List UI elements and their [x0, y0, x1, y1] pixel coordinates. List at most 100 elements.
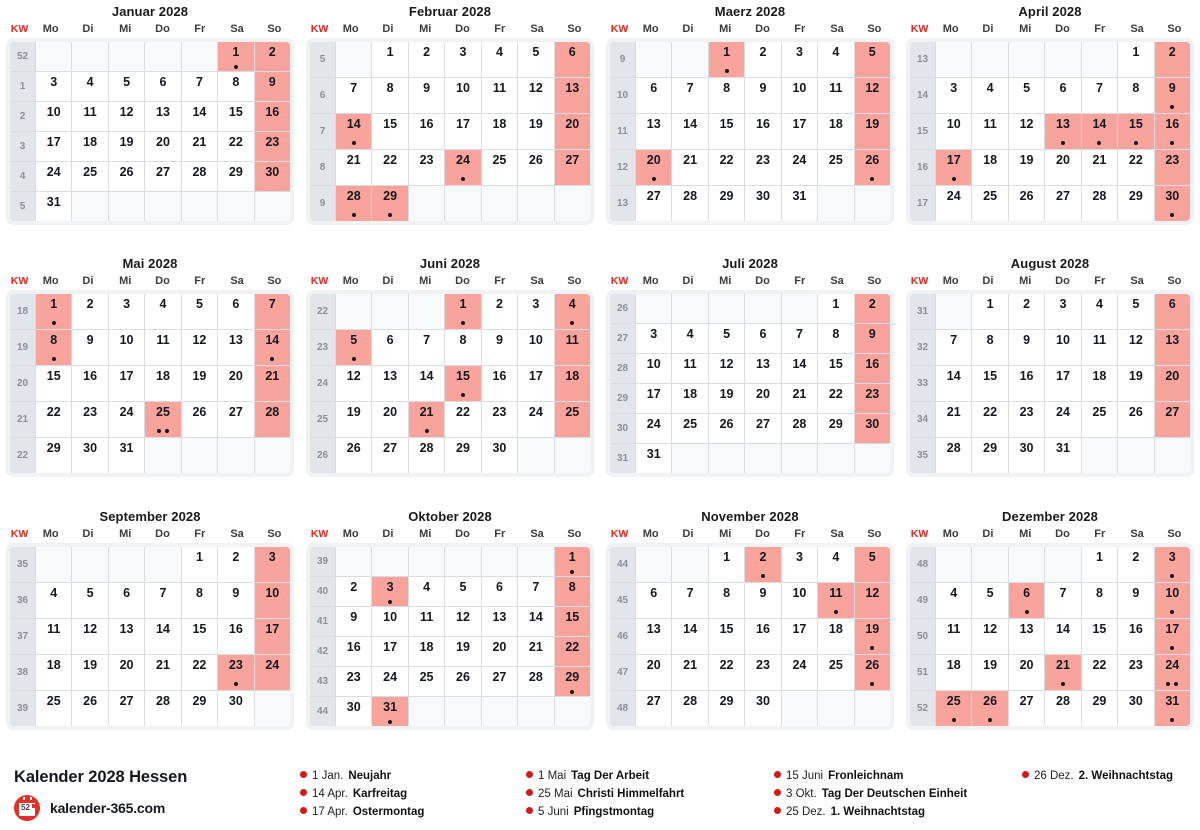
day-cell[interactable]: 1	[818, 294, 854, 323]
day-cell-highlighted[interactable]: 28	[336, 186, 372, 221]
day-cell[interactable]: 5	[708, 324, 745, 353]
day-cell[interactable]: 26	[518, 150, 554, 185]
day-cell[interactable]: 24	[781, 150, 818, 185]
day-cell[interactable]: 29	[1118, 186, 1154, 221]
day-cell-highlighted[interactable]: 9	[854, 324, 890, 353]
day-cell[interactable]: 16	[408, 114, 445, 149]
day-cell[interactable]: 13	[636, 619, 672, 654]
day-cell[interactable]: 31	[636, 444, 672, 473]
day-cell-highlighted[interactable]: 3	[254, 547, 290, 582]
day-cell[interactable]: 20	[108, 655, 145, 690]
day-cell[interactable]: 28	[936, 438, 972, 473]
day-cell-highlighted[interactable]: 6	[1008, 583, 1045, 618]
day-cell-highlighted[interactable]: 17	[1154, 619, 1190, 654]
day-cell[interactable]: 28	[781, 414, 818, 443]
day-cell[interactable]: 8	[181, 583, 218, 618]
day-cell-highlighted[interactable]: 24	[1154, 655, 1190, 690]
day-cell[interactable]: 17	[781, 114, 818, 149]
day-cell[interactable]: 4	[408, 577, 445, 606]
day-cell[interactable]: 9	[745, 78, 781, 113]
day-cell-highlighted[interactable]: 21	[408, 402, 445, 437]
day-cell[interactable]: 11	[145, 330, 181, 365]
day-cell[interactable]: 13	[108, 619, 145, 654]
day-cell[interactable]: 17	[518, 366, 554, 401]
day-cell[interactable]: 19	[108, 132, 145, 161]
day-cell[interactable]: 10	[108, 330, 145, 365]
day-cell[interactable]: 8	[445, 330, 481, 365]
day-cell[interactable]: 3	[936, 78, 972, 113]
day-cell[interactable]: 23	[1118, 655, 1154, 690]
day-cell[interactable]: 7	[781, 324, 818, 353]
day-cell[interactable]: 26	[181, 402, 218, 437]
day-cell[interactable]: 2	[72, 294, 108, 329]
day-cell[interactable]: 22	[1081, 655, 1118, 690]
day-cell[interactable]: 3	[108, 294, 145, 329]
day-cell[interactable]: 7	[1045, 583, 1081, 618]
day-cell[interactable]: 14	[145, 619, 181, 654]
day-cell[interactable]: 21	[781, 384, 818, 413]
day-cell-highlighted[interactable]: 11	[554, 330, 590, 365]
day-cell[interactable]: 14	[672, 114, 708, 149]
day-cell[interactable]: 2	[336, 577, 372, 606]
day-cell[interactable]: 11	[36, 619, 72, 654]
day-cell-highlighted[interactable]: 17	[936, 150, 972, 185]
day-cell[interactable]: 7	[518, 577, 554, 606]
day-cell-highlighted[interactable]: 28	[254, 402, 290, 437]
day-cell[interactable]: 12	[1008, 114, 1045, 149]
day-cell[interactable]: 30	[72, 438, 108, 473]
day-cell[interactable]: 18	[408, 637, 445, 666]
day-cell[interactable]: 5	[445, 577, 481, 606]
day-cell[interactable]: 6	[218, 294, 254, 329]
day-cell-highlighted[interactable]: 8	[36, 330, 72, 365]
day-cell[interactable]: 8	[818, 324, 854, 353]
day-cell[interactable]: 23	[336, 667, 372, 696]
day-cell[interactable]: 7	[672, 583, 708, 618]
day-cell[interactable]: 15	[218, 102, 254, 131]
day-cell[interactable]: 1	[1118, 42, 1154, 77]
day-cell[interactable]: 21	[936, 402, 972, 437]
day-cell[interactable]: 25	[1081, 402, 1118, 437]
day-cell[interactable]: 11	[408, 607, 445, 636]
day-cell[interactable]: 4	[36, 583, 72, 618]
day-cell[interactable]: 7	[1081, 78, 1118, 113]
day-cell[interactable]: 21	[518, 637, 554, 666]
day-cell[interactable]: 23	[481, 402, 518, 437]
day-cell-highlighted[interactable]: 20	[554, 114, 590, 149]
day-cell-highlighted[interactable]: 1	[36, 294, 72, 329]
day-cell[interactable]: 10	[518, 330, 554, 365]
day-cell[interactable]: 14	[936, 366, 972, 401]
day-cell[interactable]: 26	[72, 691, 108, 726]
day-cell[interactable]: 15	[708, 619, 745, 654]
day-cell[interactable]: 17	[781, 619, 818, 654]
day-cell[interactable]: 13	[745, 354, 781, 383]
day-cell-highlighted[interactable]: 12	[854, 78, 890, 113]
day-cell-highlighted[interactable]: 14	[254, 330, 290, 365]
day-cell[interactable]: 9	[1008, 330, 1045, 365]
day-cell-highlighted[interactable]: 2	[854, 294, 890, 323]
day-cell[interactable]: 25	[818, 150, 854, 185]
day-cell-highlighted[interactable]: 16	[854, 354, 890, 383]
day-cell-highlighted[interactable]: 20	[636, 150, 672, 185]
day-cell[interactable]: 20	[1045, 150, 1081, 185]
day-cell[interactable]: 10	[936, 114, 972, 149]
day-cell-highlighted[interactable]: 3	[1154, 547, 1190, 582]
day-cell-highlighted[interactable]: 20	[1154, 366, 1190, 401]
day-cell-highlighted[interactable]: 16	[1154, 114, 1190, 149]
day-cell-highlighted[interactable]: 27	[1154, 402, 1190, 437]
day-cell-highlighted[interactable]: 1	[554, 547, 590, 576]
day-cell[interactable]: 29	[1081, 691, 1118, 726]
day-cell[interactable]: 3	[781, 547, 818, 582]
day-cell-highlighted[interactable]: 15	[1118, 114, 1154, 149]
day-cell[interactable]: 8	[708, 583, 745, 618]
day-cell[interactable]: 1	[972, 294, 1008, 329]
day-cell[interactable]: 3	[518, 294, 554, 329]
day-cell-highlighted[interactable]: 15	[554, 607, 590, 636]
day-cell[interactable]: 20	[745, 384, 781, 413]
day-cell[interactable]: 20	[636, 655, 672, 690]
day-cell[interactable]: 24	[936, 186, 972, 221]
day-cell[interactable]: 18	[972, 150, 1008, 185]
day-cell[interactable]: 18	[36, 655, 72, 690]
day-cell[interactable]: 10	[36, 102, 72, 131]
day-cell[interactable]: 15	[181, 619, 218, 654]
day-cell[interactable]: 25	[972, 186, 1008, 221]
